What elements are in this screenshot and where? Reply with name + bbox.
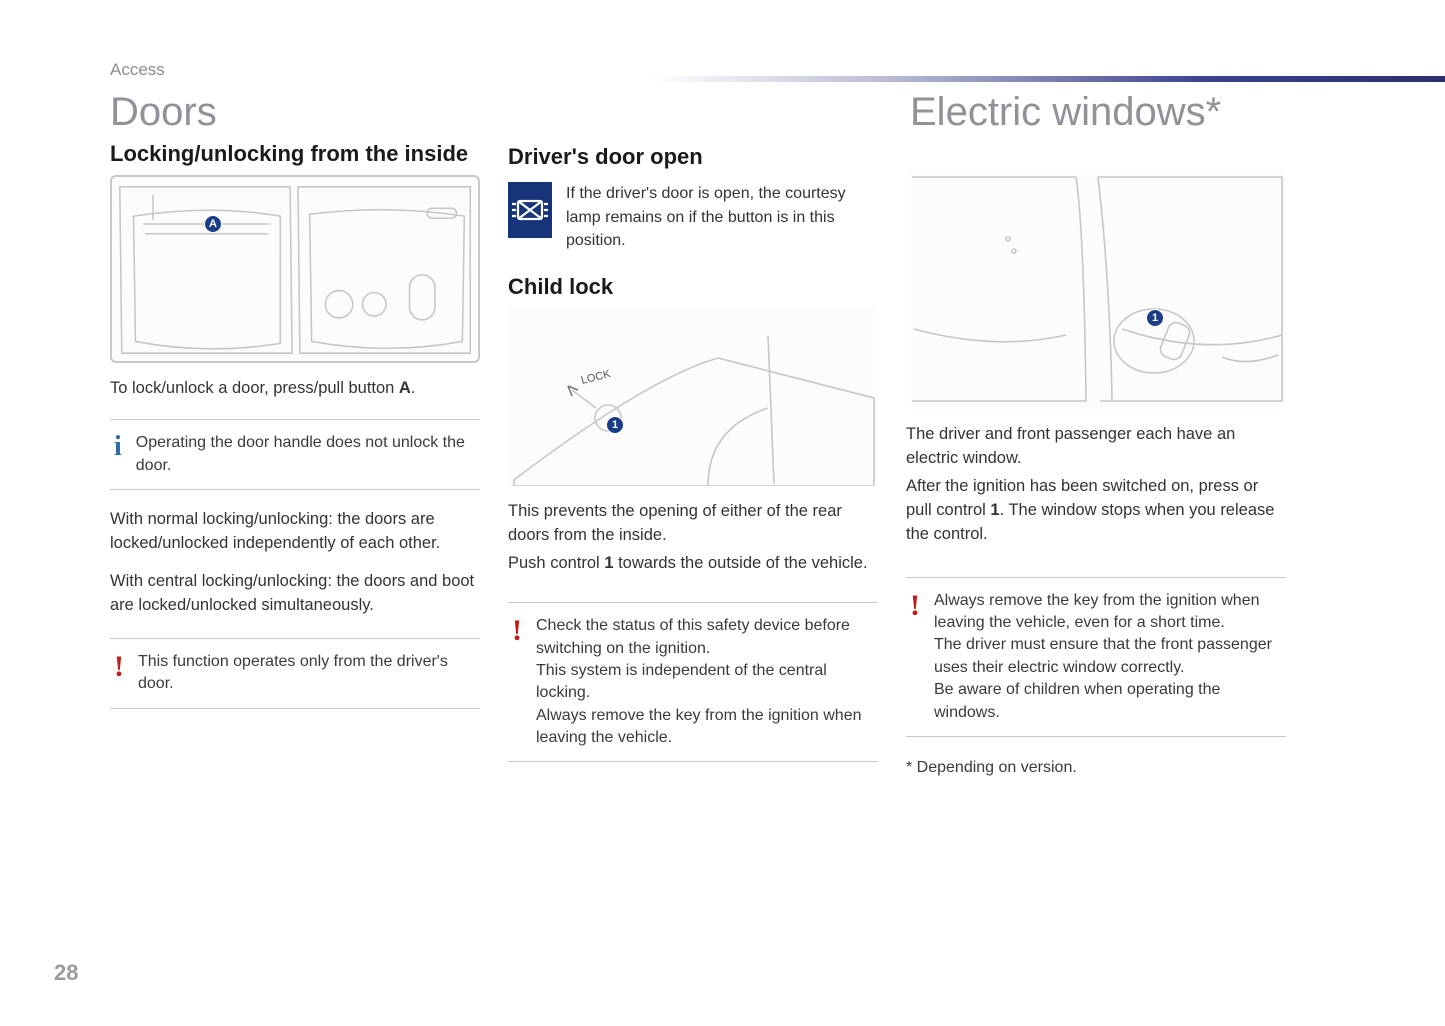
header-rule	[650, 76, 1445, 82]
courtesy-lamp-icon	[508, 182, 552, 238]
warn-text: This function operates only from the dri…	[138, 651, 476, 696]
warn-note-childlock: ! Check the status of this safety device…	[508, 602, 878, 762]
badge-1-windows: 1	[1146, 309, 1164, 327]
info-text: Operating the door handle does not unloc…	[136, 432, 476, 477]
windows-title: Electric windows*	[906, 90, 1286, 135]
warn-text-windows: Always remove the key from the ignition …	[934, 590, 1282, 724]
lock-label: LOCK	[580, 368, 613, 387]
page-number: 28	[54, 960, 78, 986]
footnote: * Depending on version.	[906, 759, 1286, 777]
doors-p2: With central locking/unlocking: the door…	[110, 570, 480, 618]
body-doors: With normal locking/unlocking: the doors…	[110, 508, 480, 618]
courtesy-text: If the driver's door is open, the courte…	[566, 182, 878, 252]
wp2: After the ignition has been switched on,…	[906, 475, 1286, 547]
lead-text: To lock/unlock a door, press/pull button…	[110, 377, 480, 401]
col-childlock: Driver's door open If the driver's door …	[508, 90, 878, 780]
childlock-body: This prevents the opening of either of t…	[508, 500, 878, 576]
windows-diagram: 1	[906, 171, 1286, 409]
childlock-p2: Push control 1 towards the outside of th…	[508, 552, 878, 576]
child-lock-title: Child lock	[508, 274, 878, 300]
locking-subtitle: Locking/unlocking from the inside	[110, 141, 480, 167]
warn-note-windows: ! Always remove the key from the ignitio…	[906, 577, 1286, 737]
warn-note-doors: ! This function operates only from the d…	[110, 638, 480, 709]
childlock-p1: This prevents the opening of either of t…	[508, 500, 878, 548]
col-doors: Doors Locking/unlocking from the inside …	[110, 90, 480, 780]
doors-p1: With normal locking/unlocking: the doors…	[110, 508, 480, 556]
doors-title: Doors	[110, 90, 480, 135]
col-windows: Electric windows* 1 The driver and front	[906, 90, 1286, 780]
windows-body: The driver and front passenger each have…	[906, 423, 1286, 547]
warn-icon: !	[114, 655, 124, 679]
child-lock-diagram: LOCK 1	[508, 308, 878, 486]
warn-text-childlock: Check the status of this safety device b…	[536, 615, 874, 749]
warn-icon: !	[512, 619, 522, 643]
courtesy-lamp-block: If the driver's door is open, the courte…	[508, 182, 878, 252]
info-note: i Operating the door handle does not unl…	[110, 419, 480, 490]
door-interior-diagram: A	[110, 175, 480, 363]
info-icon: i	[114, 436, 122, 458]
warn-icon: !	[910, 594, 920, 618]
driver-door-title: Driver's door open	[508, 144, 878, 170]
wp1: The driver and front passenger each have…	[906, 423, 1286, 471]
